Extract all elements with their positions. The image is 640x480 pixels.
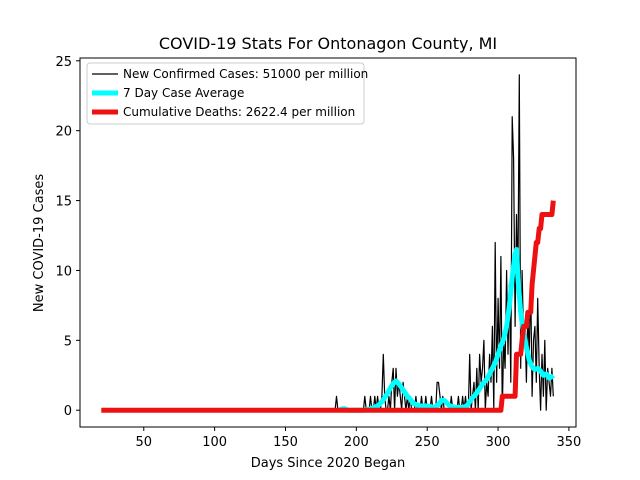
x-tick-label: 350 bbox=[557, 435, 582, 450]
x-axis: 50 100 150 200 250 300 350 bbox=[135, 427, 581, 450]
y-tick-label: 5 bbox=[64, 334, 72, 349]
plot-frame bbox=[79, 57, 577, 428]
y-axis-label: New COVID-19 Cases bbox=[32, 174, 47, 312]
legend-box bbox=[86, 62, 365, 125]
x-tick-label: 200 bbox=[344, 435, 369, 450]
series-layer bbox=[101, 74, 556, 413]
x-tick-label: 50 bbox=[135, 435, 152, 450]
x-tick-label: 150 bbox=[273, 435, 298, 450]
x-tick-label: 300 bbox=[486, 435, 511, 450]
y-axis: 0 5 10 15 20 25 bbox=[55, 55, 80, 419]
x-tick-label: 250 bbox=[415, 435, 440, 450]
x-tick-label: 100 bbox=[202, 435, 227, 450]
y-tick-label: 10 bbox=[55, 264, 72, 279]
y-tick-label: 20 bbox=[55, 125, 72, 140]
x-axis-label: Days Since 2020 Began bbox=[251, 456, 406, 471]
legend: New Confirmed Cases: 51000 per million 7 … bbox=[86, 62, 368, 125]
legend-label-3: Cumulative Deaths: 2622.4 per million bbox=[123, 105, 355, 119]
legend-label-2: 7 Day Case Average bbox=[123, 86, 244, 100]
chart-title: COVID-19 Stats For Ontonagon County, MI bbox=[159, 34, 497, 53]
y-tick-label: 25 bbox=[55, 55, 72, 70]
y-tick-label: 15 bbox=[55, 195, 72, 210]
legend-label-1: New Confirmed Cases: 51000 per million bbox=[123, 67, 368, 81]
series-line-3 bbox=[101, 200, 556, 413]
y-tick-label: 0 bbox=[64, 404, 72, 419]
